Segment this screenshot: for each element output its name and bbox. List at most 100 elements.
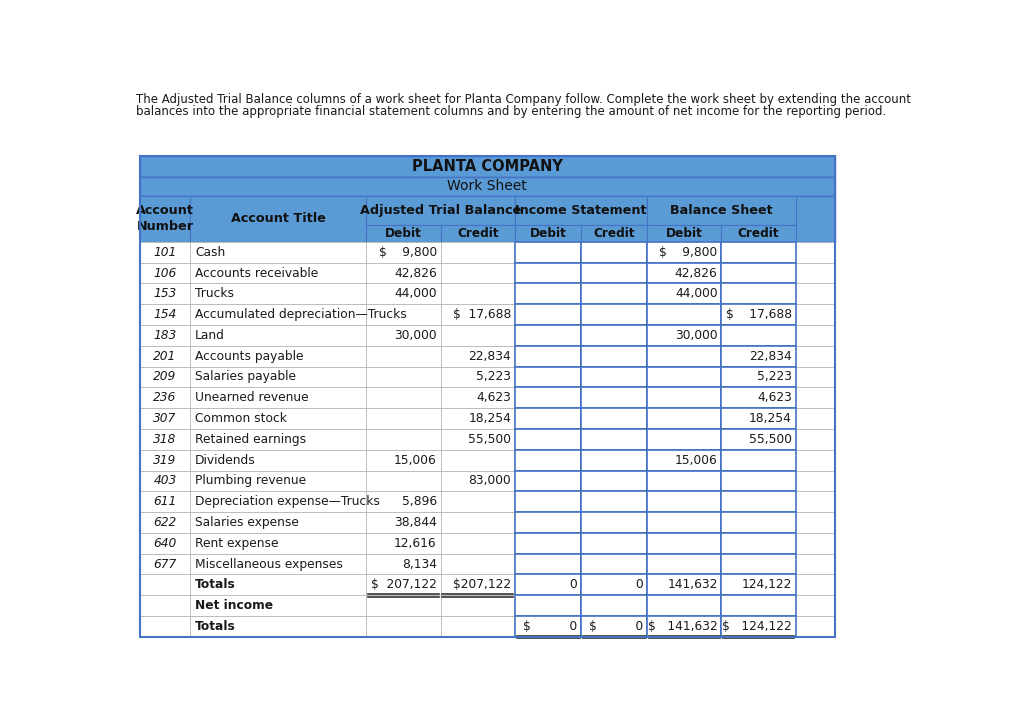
Bar	[647, 574, 722, 595]
Text: 640: 640	[154, 537, 176, 550]
Text: Rent expense: Rent expense	[195, 537, 279, 550]
Bar	[647, 449, 722, 470]
Bar	[647, 242, 722, 262]
Text: $          0: $ 0	[589, 620, 643, 633]
Bar	[581, 512, 647, 533]
Bar	[515, 429, 581, 449]
Text: 5,896: 5,896	[401, 495, 437, 508]
Text: 15,006: 15,006	[675, 454, 718, 467]
Bar	[139, 388, 835, 408]
Bar	[722, 346, 796, 367]
Text: 677: 677	[154, 557, 176, 571]
Bar	[139, 574, 835, 595]
Bar	[367, 346, 440, 367]
Bar	[139, 533, 835, 554]
Text: Account Title: Account Title	[230, 212, 326, 225]
Bar	[367, 388, 440, 408]
Text: Depreciation expense—Trucks: Depreciation expense—Trucks	[195, 495, 380, 508]
Bar	[139, 346, 835, 367]
Text: Net income: Net income	[195, 599, 273, 612]
Bar	[367, 491, 440, 512]
Text: 55,500: 55,500	[468, 433, 511, 446]
Text: Miscellaneous expenses: Miscellaneous expenses	[195, 557, 343, 571]
Bar	[139, 283, 190, 304]
Bar	[367, 242, 440, 262]
Bar	[139, 512, 835, 533]
Bar	[515, 225, 581, 242]
Bar	[581, 595, 647, 616]
Text: The Adjusted Trial Balance columns of a work sheet for Planta Company follow. Co: The Adjusted Trial Balance columns of a …	[136, 93, 910, 106]
Bar	[515, 262, 581, 283]
Bar	[647, 388, 722, 408]
Bar	[581, 408, 647, 429]
Bar	[367, 283, 440, 304]
Bar	[139, 533, 190, 554]
Text: Adjusted Trial Balance: Adjusted Trial Balance	[360, 203, 521, 216]
Text: 4,623: 4,623	[757, 391, 792, 404]
Text: 124,122: 124,122	[741, 578, 792, 591]
Bar	[440, 304, 515, 325]
Text: 319: 319	[154, 454, 176, 467]
Text: Work Sheet: Work Sheet	[447, 179, 527, 193]
Bar	[722, 470, 796, 491]
Bar	[440, 491, 515, 512]
Bar	[440, 449, 515, 470]
Bar	[139, 470, 835, 491]
Bar	[581, 554, 647, 574]
Text: Accounts receivable: Accounts receivable	[195, 267, 318, 280]
Text: 22,834: 22,834	[750, 349, 792, 362]
Text: Dividends: Dividends	[195, 454, 256, 467]
Bar	[647, 595, 722, 616]
Text: Balance Sheet: Balance Sheet	[670, 203, 773, 216]
Text: 318: 318	[154, 433, 176, 446]
Bar	[647, 283, 722, 304]
Bar	[190, 554, 367, 574]
Text: 403: 403	[154, 475, 176, 487]
Bar	[581, 429, 647, 449]
Text: $    9,800: $ 9,800	[659, 246, 718, 259]
Bar	[139, 304, 190, 325]
Text: 622: 622	[154, 516, 176, 529]
Bar	[190, 595, 367, 616]
Bar	[139, 595, 190, 616]
Bar	[367, 512, 440, 533]
Bar	[515, 242, 581, 262]
Text: 15,006: 15,006	[394, 454, 437, 467]
Text: 4,623: 4,623	[476, 391, 511, 404]
Bar	[440, 429, 515, 449]
Text: Cash: Cash	[195, 246, 225, 259]
Bar	[190, 512, 367, 533]
Bar	[190, 491, 367, 512]
Text: Totals: Totals	[195, 620, 236, 633]
Bar	[139, 262, 190, 283]
Bar	[190, 325, 367, 346]
Text: 101: 101	[154, 246, 176, 259]
Bar	[581, 346, 647, 367]
Bar	[367, 196, 515, 225]
Bar	[647, 470, 722, 491]
Bar	[647, 533, 722, 554]
Bar	[722, 429, 796, 449]
Bar	[647, 429, 722, 449]
Bar	[440, 325, 515, 346]
Bar	[647, 304, 722, 325]
Bar	[722, 533, 796, 554]
Bar	[139, 196, 190, 242]
Text: 44,000: 44,000	[394, 288, 437, 301]
Bar	[440, 512, 515, 533]
Bar	[139, 177, 835, 196]
Bar	[581, 388, 647, 408]
Bar	[139, 491, 190, 512]
Bar	[722, 262, 796, 283]
Bar	[515, 512, 581, 533]
Text: $    17,688: $ 17,688	[726, 308, 792, 321]
Bar	[367, 262, 440, 283]
Bar	[367, 449, 440, 470]
Bar	[367, 325, 440, 346]
Text: Debit: Debit	[529, 227, 566, 240]
Bar	[722, 325, 796, 346]
Bar	[515, 616, 581, 637]
Bar	[440, 283, 515, 304]
Text: balances into the appropriate financial statement columns and by entering the am: balances into the appropriate financial …	[136, 105, 886, 118]
Text: 236: 236	[154, 391, 176, 404]
